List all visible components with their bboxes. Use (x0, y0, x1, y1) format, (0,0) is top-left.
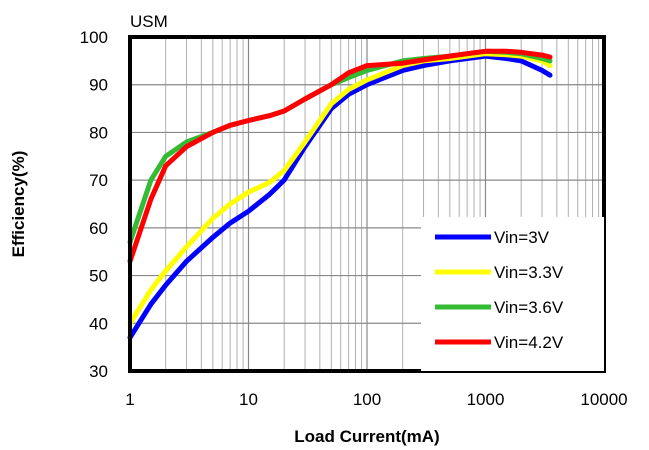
legend-label: Vin=3.6V (494, 298, 564, 317)
y-tick-label: 80 (89, 123, 108, 142)
y-axis-ticks: 30 40 50 60 70 80 90 100 (80, 28, 108, 381)
y-tick-label: 40 (89, 314, 108, 333)
x-axis-title: Load Current(mA) (294, 427, 439, 446)
y-tick-label: 60 (89, 219, 108, 238)
legend-label: Vin=3V (494, 228, 550, 247)
series-lines (127, 48, 553, 341)
x-axis-ticks: 1 10 100 1000 10000 (125, 390, 627, 409)
series-line (127, 53, 553, 341)
series-line (127, 48, 553, 264)
y-tick-label: 90 (89, 76, 108, 95)
x-tick-label: 1000 (467, 390, 505, 409)
y-tick-label: 100 (80, 28, 108, 47)
y-tick-label: 30 (89, 362, 108, 381)
legend-box (421, 217, 604, 371)
x-tick-label: 1 (125, 390, 134, 409)
y-tick-label: 70 (89, 171, 108, 190)
plot-area-frame (128, 35, 606, 373)
y-axis-title: Efficiency(%) (9, 151, 28, 258)
y-tick-label: 50 (89, 267, 108, 286)
x-tick-label: 10 (239, 390, 258, 409)
x-tick-label: 100 (353, 390, 381, 409)
legend-label: Vin=4.2V (494, 333, 564, 352)
chart-title: USM (130, 12, 168, 31)
legend: Vin=3V Vin=3.3V Vin=3.6V Vin=4.2V (421, 217, 604, 371)
x-tick-label: 10000 (580, 390, 627, 409)
legend-label: Vin=3.3V (494, 263, 564, 282)
